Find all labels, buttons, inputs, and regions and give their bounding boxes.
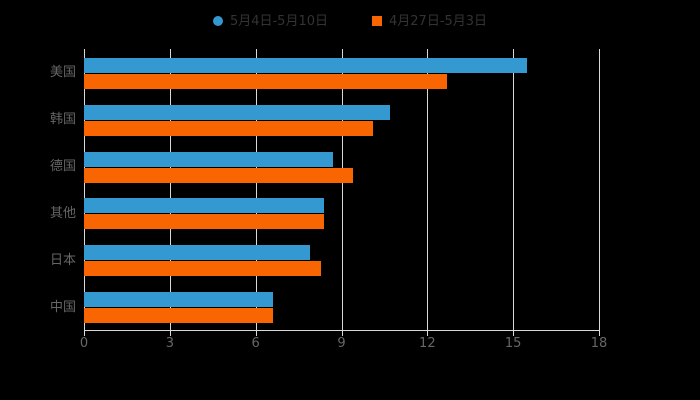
x-axis-tick-label: 12 bbox=[419, 336, 436, 351]
x-axis-tick-mark bbox=[427, 331, 429, 336]
bar[interactable] bbox=[84, 292, 273, 308]
y-axis-labels: 美国韩国德国其他日本中国 bbox=[0, 0, 76, 400]
bar[interactable] bbox=[84, 120, 373, 136]
gridline bbox=[255, 49, 257, 330]
y-axis-tick-label: 美国 bbox=[49, 65, 76, 81]
legend-entry-series-0[interactable]: 5月4日-5月10日 bbox=[212, 10, 328, 32]
x-axis-tick-label: 0 bbox=[79, 336, 89, 351]
x-axis-tick-label: 18 bbox=[590, 336, 608, 351]
x-axis-line bbox=[84, 330, 600, 331]
x-axis-tick-label: 6 bbox=[251, 336, 260, 351]
bar[interactable] bbox=[84, 214, 325, 230]
x-axis-tick-label: 9 bbox=[337, 336, 346, 351]
legend-circle-marker-icon bbox=[212, 16, 223, 26]
bar[interactable] bbox=[84, 73, 448, 89]
legend-square-marker-icon bbox=[372, 16, 382, 26]
x-axis-tick-mark bbox=[341, 331, 343, 336]
x-axis-tick-label: 15 bbox=[504, 336, 522, 351]
chart-legend: 5月4日-5月10日 4月27日-5月3日 bbox=[0, 10, 700, 32]
y-axis-line bbox=[84, 49, 85, 330]
x-axis-tick-mark bbox=[169, 331, 171, 336]
y-axis-tick-label: 日本 bbox=[49, 252, 76, 268]
x-axis-tick-mark bbox=[84, 331, 85, 336]
x-axis-tick-mark bbox=[255, 331, 257, 336]
bar[interactable] bbox=[84, 167, 353, 183]
y-axis-tick-label: 韩国 bbox=[49, 112, 76, 128]
bar[interactable] bbox=[84, 261, 322, 277]
bar[interactable] bbox=[84, 57, 528, 73]
bar[interactable] bbox=[84, 245, 311, 261]
y-axis-tick-label: 其他 bbox=[49, 205, 76, 221]
x-axis-tick-label: 3 bbox=[165, 336, 174, 351]
gridline bbox=[599, 49, 600, 330]
bar[interactable] bbox=[84, 198, 325, 214]
legend-entry-series-1[interactable]: 4月27日-5月3日 bbox=[372, 10, 487, 32]
plot-area bbox=[84, 49, 600, 330]
gridline bbox=[169, 49, 171, 330]
bar[interactable] bbox=[84, 308, 273, 324]
y-axis-tick-label: 中国 bbox=[49, 299, 76, 315]
gridline bbox=[341, 49, 343, 330]
legend-label-series-0: 5月4日-5月10日 bbox=[229, 13, 328, 29]
x-axis-tick-mark bbox=[513, 331, 515, 336]
bar[interactable] bbox=[84, 151, 333, 167]
gridline bbox=[513, 49, 515, 330]
x-axis-labels: 0 3 6 9 12 15 18 bbox=[0, 337, 700, 357]
x-axis-tick-mark bbox=[599, 331, 600, 336]
gridline bbox=[427, 49, 429, 330]
bar[interactable] bbox=[84, 104, 391, 120]
legend-label-series-1: 4月27日-5月3日 bbox=[389, 13, 488, 29]
y-axis-tick-label: 德国 bbox=[49, 159, 76, 175]
